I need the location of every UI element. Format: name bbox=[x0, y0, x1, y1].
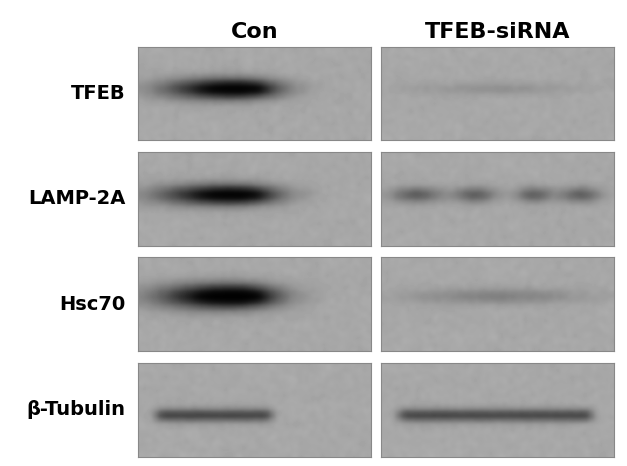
Text: LAMP-2A: LAMP-2A bbox=[28, 189, 125, 208]
Text: TFEB-siRNA: TFEB-siRNA bbox=[425, 22, 571, 42]
Text: Hsc70: Hsc70 bbox=[59, 295, 125, 314]
Text: TFEB: TFEB bbox=[71, 84, 125, 103]
Text: β-Tubulin: β-Tubulin bbox=[26, 400, 125, 419]
Text: Con: Con bbox=[231, 22, 278, 42]
